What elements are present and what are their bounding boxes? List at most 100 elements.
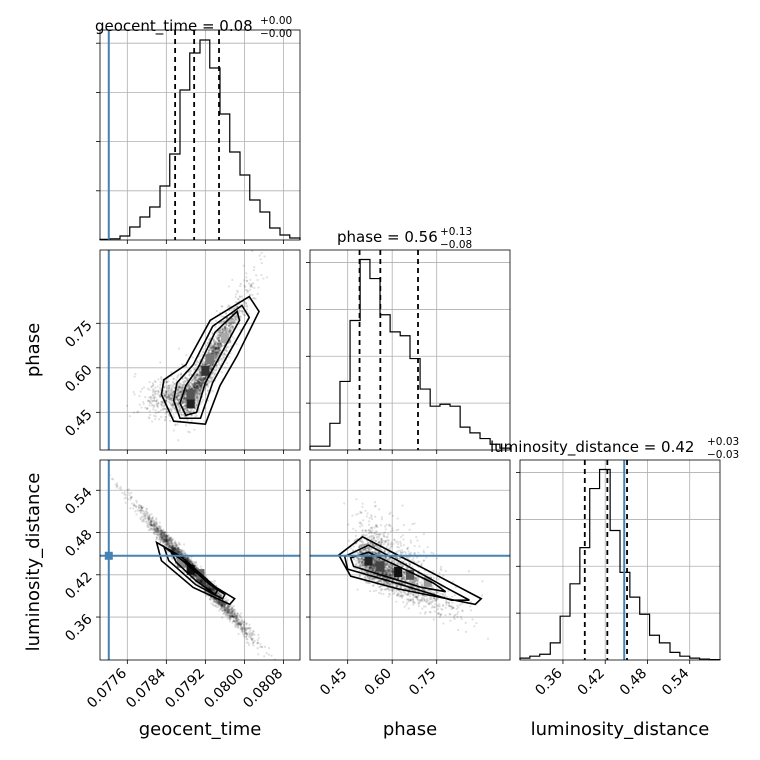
scatter-point: [162, 540, 165, 543]
scatter-point: [198, 368, 202, 371]
scatter-point: [186, 408, 189, 412]
scatter-point: [188, 374, 191, 377]
scatter-point: [199, 376, 202, 379]
scatter-point: [199, 381, 202, 384]
scatter-point: [162, 539, 165, 542]
scatter-point: [219, 357, 222, 360]
scatter-point: [192, 377, 195, 381]
scatter-point: [201, 579, 204, 582]
scatter-point: [184, 379, 187, 383]
scatter-point: [182, 396, 186, 400]
scatter-point: [167, 393, 170, 396]
scatter-point: [162, 404, 166, 408]
scatter-point: [191, 563, 194, 566]
scatter-point: [195, 395, 198, 399]
scatter-point: [175, 394, 178, 397]
scatter-point: [282, 669, 284, 671]
scatter-point: [214, 350, 217, 353]
scatter-point: [189, 410, 192, 414]
scatter-point: [193, 381, 196, 384]
scatter-point: [176, 550, 179, 554]
scatter-point: [217, 339, 221, 342]
scatter-point: [236, 612, 239, 615]
scatter-point: [185, 410, 188, 413]
scatter-point: [153, 395, 156, 398]
scatter-point: [228, 327, 231, 330]
scatter-point: [198, 384, 201, 388]
scatter-point: [195, 391, 198, 395]
scatter-point: [110, 477, 113, 480]
scatter-point: [149, 523, 152, 526]
scatter-point: [171, 380, 175, 384]
scatter-point: [231, 610, 234, 613]
scatter-point: [199, 368, 202, 371]
scatter-point: [224, 609, 227, 612]
scatter-point: [161, 405, 164, 408]
scatter-point: [208, 586, 211, 589]
scatter-point: [164, 536, 168, 539]
y-tick-label: 0.75: [62, 318, 95, 351]
scatter-point: [216, 351, 219, 355]
scatter-point: [154, 523, 157, 526]
scatter-point: [223, 352, 226, 355]
scatter-point: [178, 410, 181, 413]
scatter-point: [184, 375, 187, 378]
scatter-point: [192, 386, 196, 389]
scatter-point: [202, 380, 205, 384]
scatter-point: [226, 598, 230, 601]
scatter-point: [227, 331, 230, 334]
scatter-point: [164, 538, 167, 541]
scatter-point: [218, 328, 222, 331]
scatter-point: [163, 538, 166, 541]
scatter-point: [196, 375, 199, 378]
scatter-point: [196, 389, 200, 392]
scatter-point: [151, 391, 155, 394]
scatter-point: [199, 385, 202, 388]
scatter-point: [193, 385, 196, 388]
scatter-point: [196, 395, 199, 399]
scatter-point: [201, 581, 204, 584]
scatter-point: [246, 304, 249, 307]
scatter-point: [236, 298, 240, 301]
scatter-point: [235, 614, 238, 617]
scatter-point: [157, 378, 160, 381]
scatter-point: [214, 319, 218, 322]
scatter-point: [230, 611, 233, 614]
scatter-point: [225, 606, 228, 609]
scatter-point: [201, 379, 204, 382]
scatter-point: [189, 381, 192, 384]
scatter-point: [221, 609, 224, 612]
scatter-point: [209, 346, 212, 350]
scatter-point: [153, 522, 156, 525]
scatter-point: [152, 388, 155, 391]
scatter-point: [140, 506, 143, 509]
scatter-point: [173, 546, 176, 549]
scatter-point: [219, 348, 222, 352]
scatter-point: [223, 606, 226, 609]
scatter-point: [186, 558, 189, 561]
scatter-point: [239, 622, 242, 626]
scatter-point: [181, 388, 184, 391]
scatter-point: [218, 339, 221, 343]
scatter-point: [155, 526, 158, 530]
scatter-point: [205, 382, 208, 386]
scatter-point: [215, 351, 218, 354]
scatter-point: [176, 550, 179, 554]
scatter-point: [197, 395, 200, 398]
scatter-point: [194, 388, 197, 392]
scatter-point: [182, 398, 185, 401]
scatter-point: [228, 608, 231, 611]
scatter-point: [234, 614, 237, 617]
scatter-point: [139, 518, 143, 521]
scatter-point: [151, 516, 155, 519]
scatter-point: [235, 615, 238, 618]
scatter-point: [203, 377, 206, 380]
scatter-point: [152, 524, 155, 527]
scatter-point: [271, 244, 273, 246]
scatter-point: [214, 358, 217, 361]
scatter-point: [239, 309, 243, 312]
scatter-point: [170, 539, 173, 542]
scatter-point: [217, 349, 220, 352]
scatter-point: [180, 383, 183, 386]
scatter-point: [210, 378, 213, 381]
